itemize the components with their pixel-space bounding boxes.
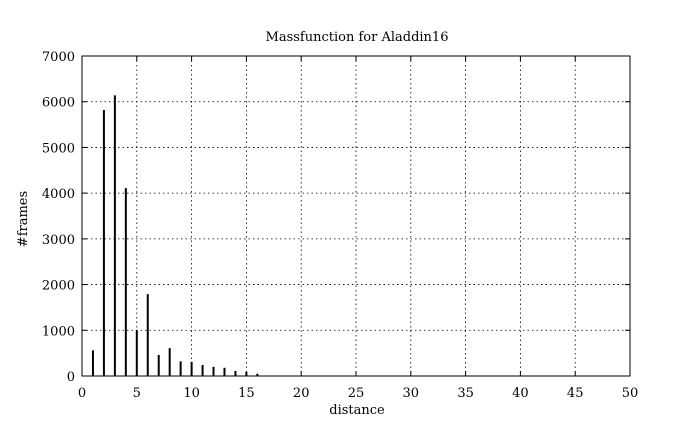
x-tick-label: 30 <box>403 386 420 401</box>
y-tick-label: 7000 <box>42 50 75 65</box>
x-tick-label: 40 <box>512 386 529 401</box>
x-tick-label: 45 <box>567 386 584 401</box>
x-tick-label: 25 <box>348 386 365 401</box>
y-tick-label: 1000 <box>42 324 75 339</box>
x-tick-label: 35 <box>457 386 474 401</box>
y-tick-label: 6000 <box>42 96 75 111</box>
y-tick-label: 5000 <box>42 141 75 156</box>
y-tick-label: 2000 <box>42 279 75 294</box>
x-tick-label: 15 <box>238 386 255 401</box>
chart-title: Massfunction for Aladdin16 <box>266 30 449 45</box>
x-tick-label: 50 <box>622 386 639 401</box>
x-tick-label: 5 <box>133 386 141 401</box>
y-tick-label: 4000 <box>42 187 75 202</box>
plot-frame <box>81 55 631 377</box>
y-axis-label: #frames <box>16 191 31 247</box>
x-tick-label: 20 <box>293 386 310 401</box>
y-tick-labels: 0 1000 2000 3000 4000 5000 6000 7000 <box>42 50 75 385</box>
y-tick-label: 3000 <box>42 233 75 248</box>
ticks <box>81 55 631 377</box>
x-axis-label: distance <box>329 403 385 418</box>
y-tick-label: 0 <box>67 370 75 385</box>
bars <box>91 95 259 376</box>
x-tick-label: 10 <box>183 386 200 401</box>
x-tick-labels: 0 5 10 15 20 25 30 35 40 45 50 <box>78 386 638 401</box>
x-tick-label: 0 <box>78 386 86 401</box>
grid <box>82 56 630 376</box>
